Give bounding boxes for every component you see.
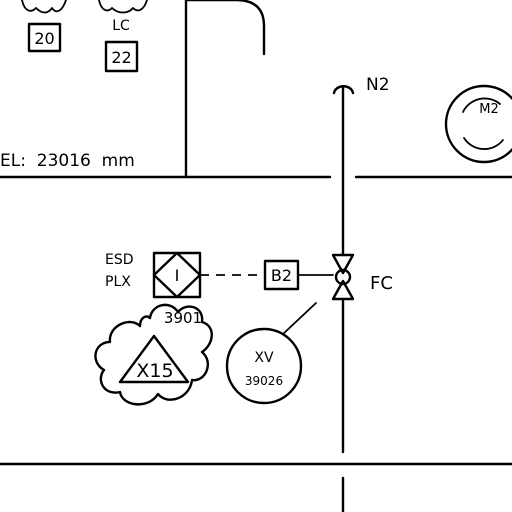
- instrument-lc-22[interactable]: LC 22: [98, 0, 148, 73]
- motor-m2[interactable]: M2: [444, 84, 512, 164]
- interlock-symbol[interactable]: I: [152, 251, 202, 299]
- vessel-outline-right: [184, 0, 266, 179]
- cloud-x15[interactable]: 3901 X15: [94, 303, 213, 406]
- instrument-label-lc: LC: [112, 18, 130, 34]
- xv-number: 39026: [245, 374, 283, 388]
- instrument-top-left-1[interactable]: 20: [21, 0, 67, 53]
- esd-label: ESD: [105, 252, 134, 268]
- cloud-tag-3901: 3901: [164, 309, 202, 327]
- instrument-xv-39026[interactable]: XV 39026: [225, 327, 303, 405]
- cloud-x15-label: X15: [136, 360, 173, 382]
- instrument-tag-22: 22: [111, 48, 131, 67]
- fc-label: FC: [370, 273, 393, 294]
- motor-m2-label: M2: [479, 102, 499, 117]
- xv-label: XV: [254, 350, 274, 366]
- b2-label: B2: [271, 266, 292, 285]
- plx-label: PLX: [105, 274, 131, 290]
- b2-block[interactable]: B2: [263, 259, 300, 291]
- control-valve-fc[interactable]: [331, 253, 355, 301]
- n2-line-hook: [332, 85, 355, 95]
- elevation-label: EL: 23016 mm: [0, 151, 135, 171]
- interlock-label: I: [175, 266, 180, 285]
- n2-label: N2: [366, 75, 390, 95]
- xv-leader-line: [282, 302, 317, 335]
- instrument-tag-20: 20: [34, 29, 54, 48]
